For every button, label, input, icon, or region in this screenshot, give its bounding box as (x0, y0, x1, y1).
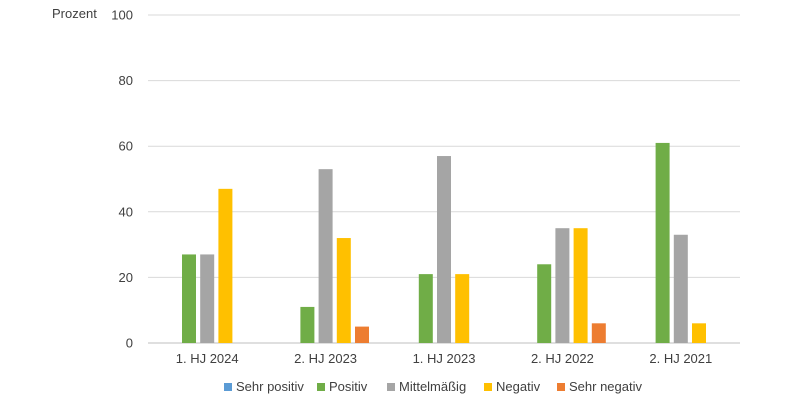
x-tick-label: 2. HJ 2021 (649, 351, 712, 366)
bar-negativ (692, 323, 706, 343)
y-tick-label: 60 (119, 139, 133, 154)
x-tick-label: 1. HJ 2023 (413, 351, 476, 366)
bar-positiv (300, 306, 315, 343)
y-tick-label: 0 (126, 336, 133, 351)
bars (182, 142, 706, 343)
legend-label: Sehr positiv (236, 379, 304, 394)
bar-mittelmäßig (437, 156, 451, 343)
legend-swatch (484, 383, 492, 391)
y-tick-label: 100 (111, 8, 133, 23)
y-tick-label: 40 (119, 204, 133, 219)
legend-label: Sehr negativ (569, 379, 642, 394)
bar-negativ (336, 238, 351, 343)
bar-negativ (455, 274, 470, 343)
legend-swatch (387, 383, 395, 391)
x-tick-label: 1. HJ 2024 (176, 351, 239, 366)
y-tick-label: 80 (119, 73, 133, 88)
bar-sehr-negativ (591, 323, 606, 343)
legend-swatch (224, 383, 232, 391)
legend-swatch (317, 383, 325, 391)
bar-mittelmäßig (673, 234, 688, 343)
legend: Sehr positiv Positiv Mittelmäßig Negativ Seh… (224, 379, 642, 394)
bar-sehr-negativ (355, 326, 369, 343)
bar-mittelmäßig (200, 254, 215, 343)
bar-negativ (573, 228, 588, 343)
bar-mittelmäßig (318, 169, 333, 343)
x-tick-labels: 1. HJ 2024 2. HJ 2023 1. HJ 2023 2. HJ 2022… (176, 351, 712, 366)
bar-positiv (182, 254, 196, 343)
y-tick-label: 20 (119, 270, 133, 285)
bar-negativ (218, 188, 233, 343)
legend-label: Mittelmäßig (399, 379, 466, 394)
legend-label: Negativ (496, 379, 541, 394)
bar-positiv (655, 142, 670, 343)
y-axis-title: Prozent (52, 6, 97, 21)
bar-positiv (418, 274, 433, 343)
bar-mittelmäßig (555, 228, 570, 343)
legend-label: Positiv (329, 379, 368, 394)
bar-positiv (537, 264, 552, 343)
y-tick-labels: 0 20 40 60 80 100 (111, 8, 133, 351)
x-tick-label: 2. HJ 2023 (294, 351, 357, 366)
x-tick-label: 2. HJ 2022 (531, 351, 594, 366)
legend-swatch (557, 383, 565, 391)
